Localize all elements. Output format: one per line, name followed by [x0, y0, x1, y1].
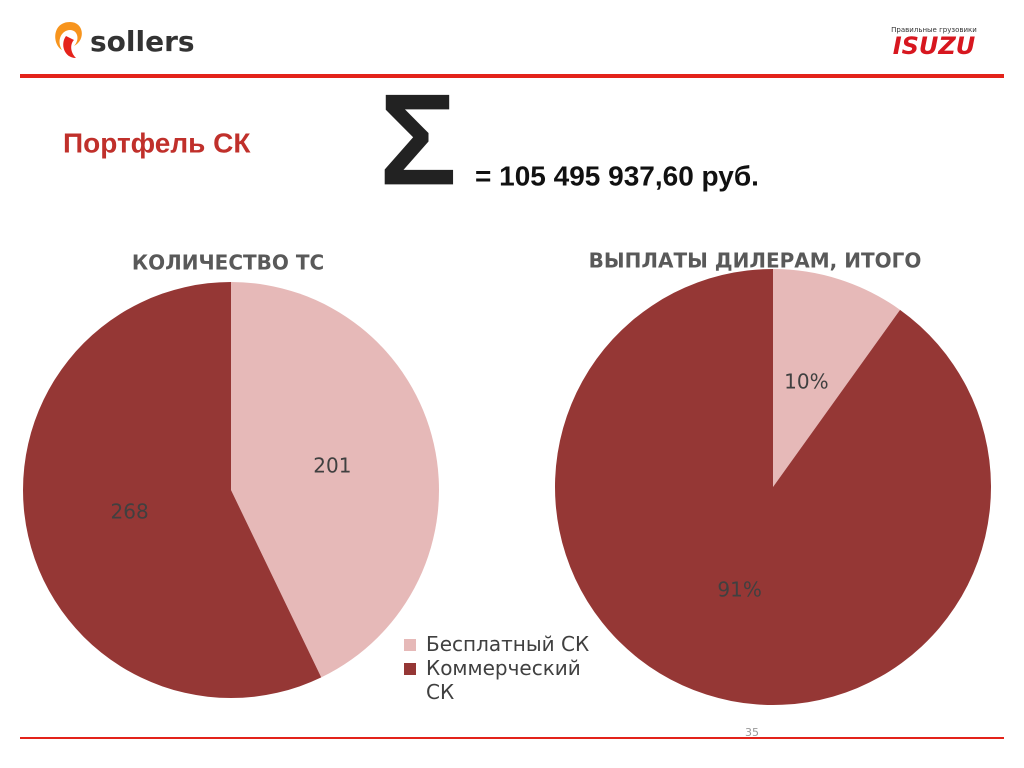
chart-title: ВЫПЛАТЫ ДИЛЕРАМ, ИТОГО: [589, 249, 922, 273]
data-label: 268: [111, 500, 149, 524]
pie-slice: [231, 282, 440, 678]
legend-swatch: [404, 639, 416, 651]
data-label: 91%: [717, 577, 761, 601]
slide-title: Портфель СК: [63, 127, 251, 158]
logo-right: ISUZU: [893, 32, 976, 60]
data-label: 10%: [784, 370, 828, 394]
pie-slice: [23, 282, 322, 698]
legend-label: Бесплатный СК: [426, 632, 590, 656]
sum-symbol: Σ: [379, 66, 457, 212]
pie-slice: [555, 269, 992, 705]
logo-left: sollers: [90, 25, 195, 58]
legend-item: Коммерческий СК: [404, 656, 594, 704]
top-rule: [20, 74, 1004, 78]
sollers-icon: [55, 22, 82, 58]
legend: Бесплатный СК Коммерческий СК: [404, 632, 594, 704]
legend-swatch: [404, 663, 416, 675]
sum-text: = 105 495 937,60 руб.: [475, 160, 759, 191]
page-number: 35: [745, 726, 759, 739]
charts: КОЛИЧЕСТВО ТС 201 268 ВЫПЛАТЫ ДИЛЕРАМ, ИТОГ…: [23, 249, 992, 705]
pie-slice: [773, 269, 901, 487]
data-label: 201: [313, 453, 351, 477]
logo-tagline: Правильные грузовики: [891, 26, 977, 34]
chart-title: КОЛИЧЕСТВО ТС: [132, 251, 324, 275]
legend-item: Бесплатный СК: [404, 632, 594, 656]
legend-label: Коммерческий СК: [426, 656, 581, 704]
bottom-rule: [20, 737, 1004, 739]
